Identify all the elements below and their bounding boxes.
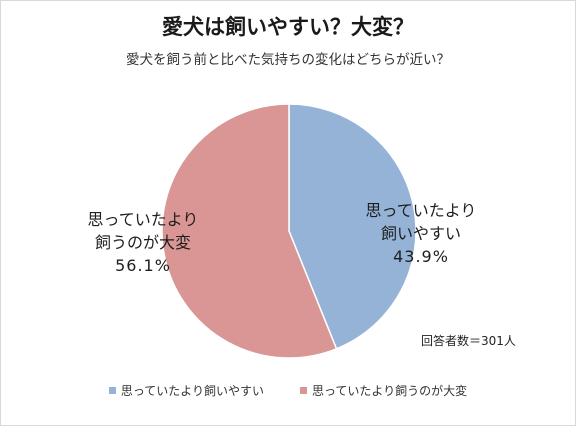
- slice-label-easy: 思っていたより 飼いやすい 43.9%: [351, 199, 491, 268]
- slice-label-easy-line1: 思っていたより: [365, 201, 477, 220]
- slice-label-hard: 思っていたより 飼うのが大変 56.1%: [73, 208, 213, 277]
- chart-subtitle: 愛犬を飼う前と比べた気持ちの変化はどちらが近い？: [126, 52, 450, 68]
- pie-slice-easy: [288, 103, 417, 350]
- slice-label-easy-line2: 飼いやすい: [380, 224, 461, 243]
- slice-value-easy: 43.9%: [393, 247, 449, 266]
- legend-label-hard: 思っていたより飼うのが大変: [312, 384, 468, 398]
- slice-label-hard-line2: 飼うのが大変: [94, 233, 191, 252]
- sample-size-note: 回答者数＝301人: [421, 334, 516, 348]
- legend-swatch-easy: [108, 387, 116, 394]
- pie-slice-hard: [161, 103, 338, 359]
- legend-swatch-hard: [300, 387, 307, 394]
- legend-item-hard: 思っていたより飼うのが大変: [300, 382, 467, 399]
- chart-title: 愛犬は飼いやすい？大変？: [162, 15, 414, 39]
- legend-item-easy: 思っていたより飼いやすい: [108, 382, 264, 399]
- legend-label-easy: 思っていたより飼いやすい: [120, 384, 264, 398]
- legend: 思っていたより飼いやすい 思っていたより飼うのが大変: [1, 382, 575, 399]
- slice-value-hard: 56.1%: [115, 256, 171, 275]
- slice-label-hard-line1: 思っていたより: [87, 210, 199, 229]
